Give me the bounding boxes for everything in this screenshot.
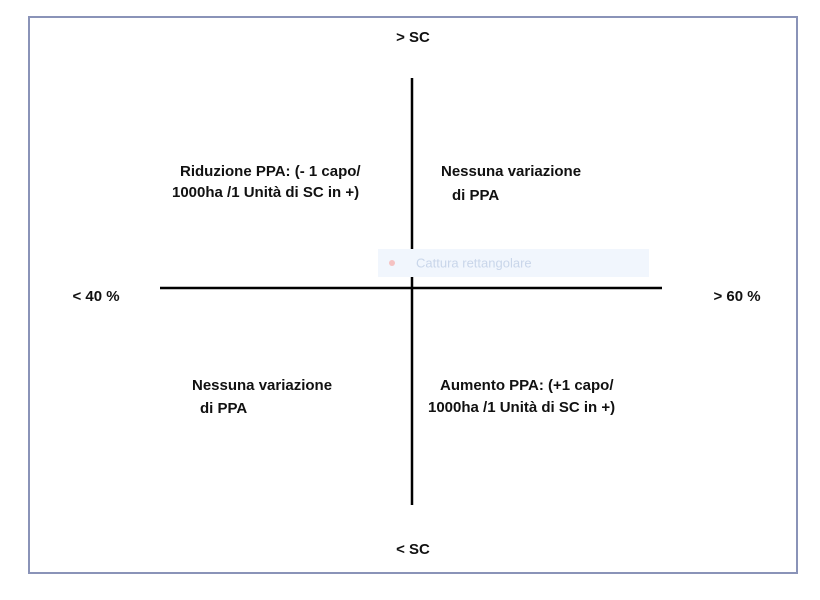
quadrant-text: di PPA xyxy=(452,187,499,204)
quadrant-text: 1000ha /1 Unità di SC in +) xyxy=(172,184,359,201)
quadrant-text: Riduzione PPA: (- 1 capo/ xyxy=(180,163,361,180)
capture-overlay xyxy=(378,249,649,277)
overlay-dot xyxy=(389,260,395,266)
axis-label-bottom: < SC xyxy=(396,541,430,558)
axis-label-top: > SC xyxy=(396,29,430,46)
axis-label-left: < 40 % xyxy=(72,288,119,305)
quadrant-text: Aumento PPA: (+1 capo/ xyxy=(440,377,614,394)
overlay-label: Cattura rettangolare xyxy=(416,255,532,270)
quadrant-text: Nessuna variazione xyxy=(441,163,581,180)
quadrant-text: 1000ha /1 Unità di SC in +) xyxy=(428,399,615,416)
quadrant-text: di PPA xyxy=(200,400,247,417)
quadrant-text: Nessuna variazione xyxy=(192,377,332,394)
axis-label-right: > 60 % xyxy=(713,288,760,305)
